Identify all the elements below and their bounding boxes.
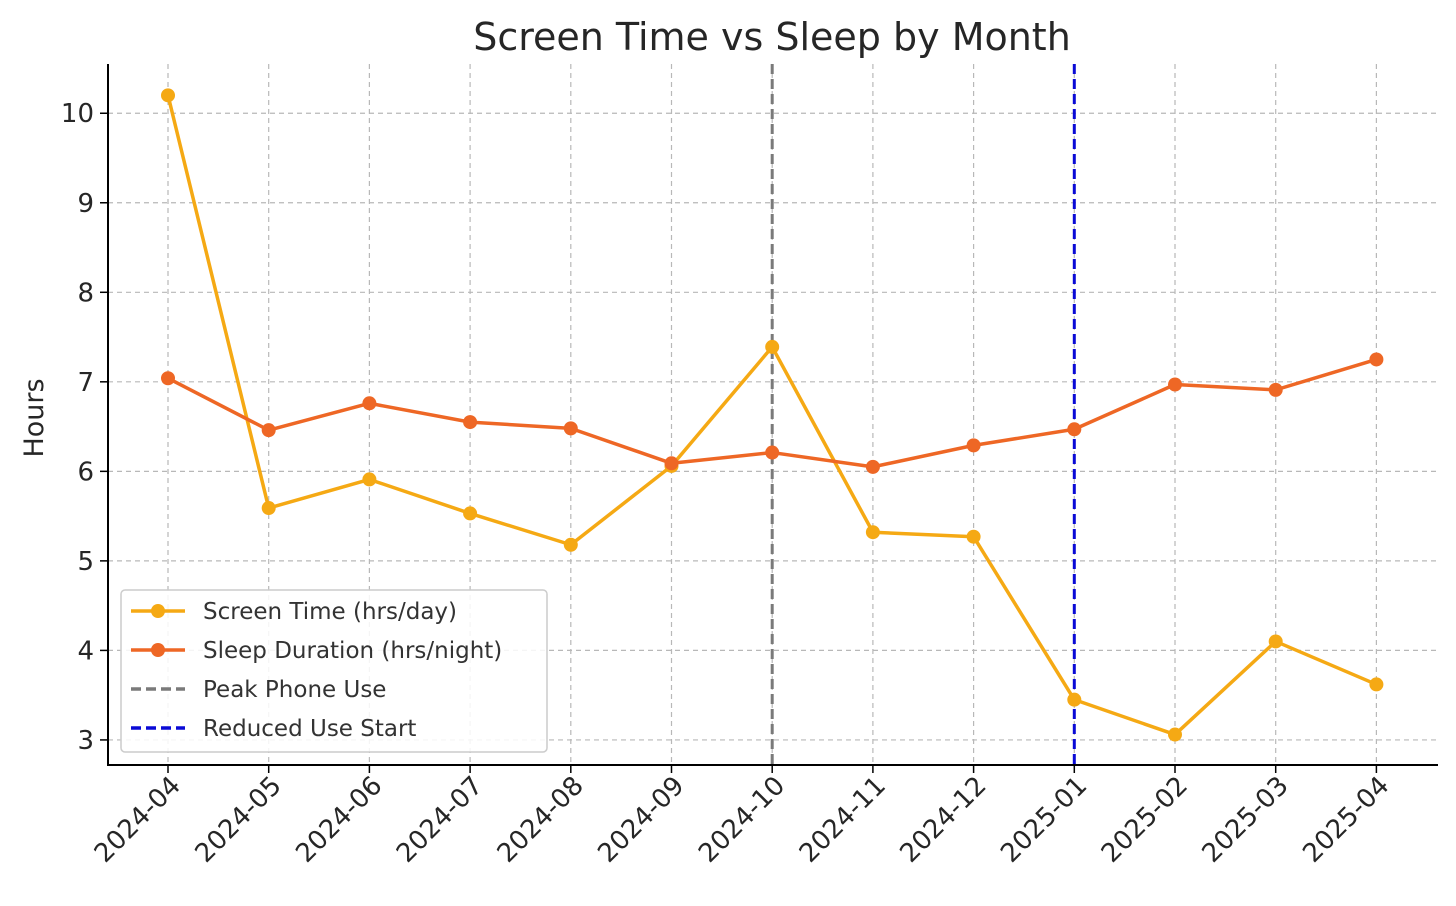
- x-tick-label-2024-11: 2024-11: [794, 771, 892, 869]
- series-2-point-2024-09: [664, 456, 679, 471]
- y-tick-label-5: 5: [77, 547, 94, 577]
- legend-label-reduced-use-start: Reduced Use Start: [203, 716, 416, 742]
- y-tick-label-6: 6: [77, 457, 94, 487]
- y-tick-label-9: 9: [77, 189, 94, 219]
- x-tick-label-2024-06: 2024-06: [290, 771, 388, 869]
- series-1-point-2025-02: [1168, 727, 1182, 742]
- axes: [100, 64, 1438, 773]
- x-tick-label-2025-01: 2025-01: [995, 771, 1093, 869]
- series-1-point-2025-03: [1268, 634, 1283, 649]
- x-tick-label-2025-03: 2025-03: [1197, 771, 1295, 869]
- series-1-point-2024-11: [865, 525, 880, 540]
- series-2-point-2025-03: [1268, 382, 1283, 397]
- legend-label-peak-phone-use: Peak Phone Use: [203, 677, 386, 703]
- y-axis-label: Hours: [19, 378, 50, 457]
- reference-lines: [770, 64, 1076, 765]
- series-2-point-2024-04: [161, 371, 175, 386]
- series-2-point-2024-07: [463, 415, 478, 430]
- y-tick-label-3: 3: [77, 726, 94, 756]
- x-tick-label-2024-12: 2024-12: [895, 771, 993, 869]
- series-lines: [161, 88, 1384, 742]
- chart-title: Screen Time vs Sleep by Month: [473, 15, 1071, 59]
- series-1-point-2024-04: [161, 88, 175, 103]
- legend-box: [120, 589, 548, 753]
- legend-label-sleep-duration-hrs-night: Sleep Duration (hrs/night): [203, 638, 502, 664]
- series-2-point-2024-08: [563, 421, 578, 436]
- series-1-point-2024-08: [563, 537, 578, 552]
- x-tick-label-2024-07: 2024-07: [391, 771, 489, 869]
- series-2-point-2024-05: [261, 423, 276, 438]
- x-tick-label-2024-05: 2024-05: [190, 771, 288, 869]
- series-1-point-2024-10: [765, 339, 780, 354]
- y-tick-label-10: 10: [61, 99, 94, 129]
- series-2-point-2025-01: [1067, 422, 1082, 437]
- series-1-point-2024-07: [463, 506, 478, 521]
- grid: [108, 64, 1438, 765]
- x-tick-label-2024-08: 2024-08: [492, 771, 590, 869]
- legend-marker-screen-time-hrs-day: [151, 604, 165, 618]
- x-tick-label-2024-09: 2024-09: [592, 771, 690, 869]
- y-tick-label-7: 7: [77, 368, 94, 398]
- x-tick-label-2025-04: 2025-04: [1297, 771, 1395, 869]
- series-1-point-2024-06: [362, 472, 377, 487]
- series-1-point-2025-01: [1067, 692, 1082, 707]
- legend-label-screen-time-hrs-day: Screen Time (hrs/day): [203, 599, 457, 625]
- x-tick-label-2024-10: 2024-10: [693, 771, 791, 869]
- series-2-point-2024-10: [765, 445, 780, 460]
- series-2-point-2024-12: [966, 438, 981, 453]
- series-1-point-2024-12: [966, 529, 981, 544]
- y-tick-label-8: 8: [77, 278, 94, 308]
- series-2-point-2024-11: [865, 459, 880, 474]
- series-1-point-2025-04: [1369, 677, 1384, 692]
- series-2-point-2025-04: [1369, 352, 1384, 367]
- legend: Screen Time (hrs/day) Sleep Duration (hrs…: [120, 589, 548, 753]
- y-tick-label-4: 4: [77, 636, 94, 666]
- legend-marker-sleep-duration-hrs-night: [151, 643, 165, 657]
- series-2-point-2025-02: [1168, 377, 1182, 392]
- x-tick-label-2024-04: 2024-04: [89, 771, 187, 869]
- series-2-point-2024-06: [362, 396, 377, 411]
- x-tick-label-2025-02: 2025-02: [1096, 771, 1194, 869]
- series-1-point-2024-05: [261, 501, 276, 516]
